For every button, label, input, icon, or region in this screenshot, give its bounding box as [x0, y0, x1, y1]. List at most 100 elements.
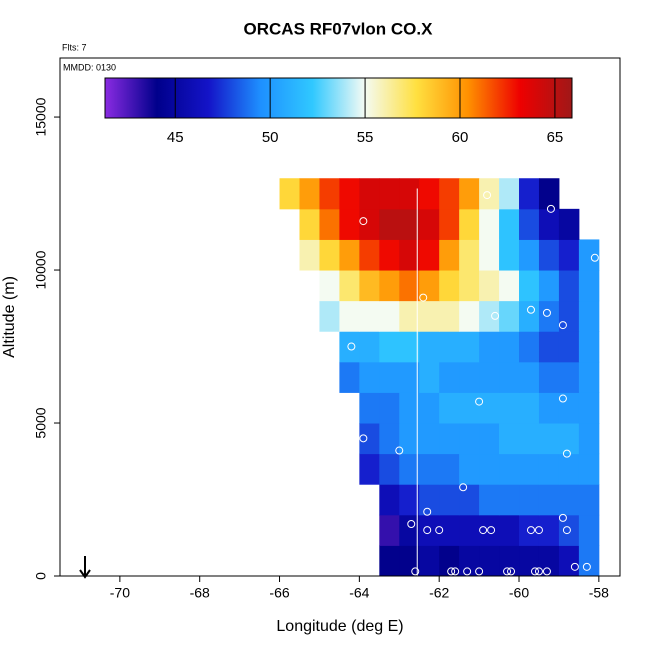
colorbar-tick-label: 45 [167, 129, 184, 146]
y-tick-label: 0 [33, 572, 49, 580]
heat-cell [479, 239, 500, 271]
observation-point [558, 321, 567, 330]
heat-cell [538, 239, 560, 271]
heat-cell [479, 361, 500, 393]
heat-cell [399, 270, 420, 302]
heat-cell [479, 178, 500, 210]
heat-cell [379, 484, 400, 516]
heat-cell [379, 178, 400, 210]
heat-cell [399, 239, 420, 271]
y-tick-label: 5000 [33, 407, 49, 438]
heat-cell [359, 392, 380, 424]
plot-frame [59, 57, 621, 577]
heat-cell [558, 423, 580, 455]
heat-cell [519, 484, 540, 516]
heat-cell [399, 453, 420, 485]
observation-point [475, 397, 484, 406]
heat-cell [479, 300, 500, 332]
heat-cell [459, 178, 480, 210]
heat-cell [479, 392, 500, 424]
heat-cell [399, 545, 420, 577]
heat-cell [499, 361, 520, 393]
heat-cell [339, 331, 360, 363]
heat-cell [519, 423, 540, 455]
x-tick-label: -64 [349, 585, 369, 601]
heat-cell [359, 423, 380, 455]
heat-cell [578, 331, 600, 363]
heat-cell [339, 361, 360, 393]
heat-cell [379, 545, 400, 577]
heat-cell [399, 361, 420, 393]
heat-cell [459, 361, 480, 393]
observation-point [558, 394, 567, 403]
heat-cell [439, 514, 460, 546]
heat-cell [479, 545, 500, 577]
heat-cell [399, 208, 420, 240]
heat-cell [499, 300, 520, 332]
observation-point [459, 483, 468, 492]
colorbar-tick-label: 65 [547, 129, 564, 146]
heat-cell [499, 453, 520, 485]
observation-point [447, 567, 456, 576]
heat-cell [299, 208, 320, 240]
heat-cell [459, 545, 480, 577]
heat-cell [359, 208, 380, 240]
heat-cell [459, 270, 480, 302]
observation-point [546, 204, 555, 213]
heat-cell [439, 239, 460, 271]
heat-cell [439, 361, 460, 393]
observation-point [590, 253, 599, 262]
observation-point [487, 526, 496, 535]
heat-cell [459, 300, 480, 332]
heat-cell [439, 484, 460, 516]
heat-cell [299, 178, 320, 210]
y-tick-label: 15000 [33, 97, 49, 136]
heat-cell [399, 331, 420, 363]
observation-point [407, 519, 416, 528]
heat-cell [359, 361, 380, 393]
heat-cell [578, 392, 600, 424]
heat-cell [439, 208, 460, 240]
observation-point [483, 191, 492, 200]
heat-cell [558, 514, 580, 546]
observation-point [411, 567, 420, 576]
heat-cell [578, 239, 600, 271]
heat-cell [419, 208, 440, 240]
observation-point [363, 510, 372, 519]
colorbar-tick-label: 50 [262, 129, 279, 146]
heat-cell [519, 239, 540, 271]
heat-cell [359, 453, 380, 485]
heat-cell [499, 239, 520, 271]
heat-cell [519, 300, 540, 332]
heat-cell [379, 514, 400, 546]
heat-cell [359, 331, 380, 363]
observation-point [562, 449, 571, 458]
note: MMDD: 0130 [63, 62, 116, 72]
heat-cell [439, 270, 460, 302]
heat-cell [419, 514, 440, 546]
observation-point [395, 446, 404, 455]
heat-cell [339, 178, 360, 210]
heat-cell [439, 453, 460, 485]
heat-cell [439, 392, 460, 424]
heat-cell [479, 423, 500, 455]
heat-cell [419, 545, 440, 577]
heat-cell [459, 392, 480, 424]
heat-cell [379, 392, 400, 424]
heat-cell [319, 270, 340, 302]
heat-cell [578, 300, 600, 332]
heat-cell [558, 392, 580, 424]
heat-cell [499, 545, 520, 577]
heat-cell [399, 392, 420, 424]
heat-cell [578, 270, 600, 302]
heat-cell [558, 270, 580, 302]
heat-cell [419, 239, 440, 271]
heat-cell [399, 514, 420, 546]
heat-cell [578, 361, 600, 393]
heat-cell [339, 208, 360, 240]
observation-point [479, 526, 488, 535]
heat-cell [359, 270, 380, 302]
observation-point [419, 293, 428, 302]
heat-cell [459, 239, 480, 271]
y-tick-label: 10000 [33, 250, 49, 289]
